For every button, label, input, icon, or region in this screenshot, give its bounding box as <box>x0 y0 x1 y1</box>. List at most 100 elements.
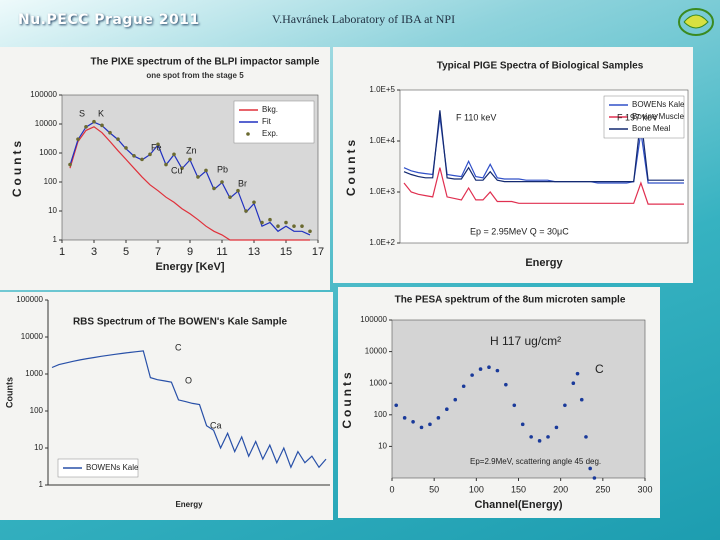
data-point <box>228 195 232 199</box>
data-point <box>308 229 312 234</box>
y-tick-label: 1 <box>53 235 58 244</box>
data-point <box>92 119 96 124</box>
chart-title: Typical PIGE Spectra of Biological Sampl… <box>437 61 644 72</box>
data-point <box>148 152 152 157</box>
chart-panel <box>0 292 333 520</box>
x-tick-label: 1 <box>59 246 65 258</box>
chart-title: The PESA spektrum of the 8um microten sa… <box>395 295 626 306</box>
y-tick-label: 100 <box>44 177 58 186</box>
data-point <box>124 146 128 150</box>
annotation: Br <box>238 178 247 188</box>
data-point <box>495 368 500 373</box>
annotation: F 110 keV <box>456 112 496 122</box>
data-point <box>84 125 88 129</box>
data-point <box>212 186 216 191</box>
annotation: Fe <box>151 142 162 152</box>
data-point <box>411 420 415 424</box>
data-point <box>156 142 160 147</box>
data-point <box>546 435 550 439</box>
x-tick-label: 11 <box>216 246 227 258</box>
annotation: Ca <box>210 420 222 430</box>
data-point <box>284 220 288 225</box>
y-axis-label: Counts <box>10 138 24 197</box>
data-point <box>164 162 168 167</box>
data-point <box>394 403 399 408</box>
data-point <box>132 154 136 158</box>
annotation: C <box>175 342 182 352</box>
data-point <box>571 381 576 386</box>
y-tick-label: 10 <box>34 443 43 452</box>
x-tick-label: 5 <box>123 246 129 258</box>
x-tick-label: 9 <box>187 246 193 258</box>
data-point <box>520 422 525 427</box>
data-point <box>140 157 144 162</box>
legend-label: Fit <box>262 117 272 126</box>
data-point <box>402 416 407 420</box>
data-point <box>180 166 184 170</box>
annotation: F 197 keV <box>617 112 658 122</box>
y-axis-label: Counts <box>344 137 358 196</box>
annotation: C <box>595 362 604 376</box>
annotation: S <box>79 108 85 118</box>
annotation: Ep=2.9MeV, scattering angle 45 deg. <box>470 457 601 466</box>
y-tick-label: 1 <box>39 480 44 489</box>
chart-title: RBS Spectrum of The BOWEN's Kale Sample <box>73 317 288 328</box>
x-tick-label: 3 <box>91 246 97 258</box>
annotation: Ep = 2.95MeV Q = 30μC <box>470 226 569 236</box>
x-axis-label: Channel(Energy) <box>474 499 562 511</box>
y-tick-label: 10 <box>48 206 57 215</box>
data-point <box>504 382 508 387</box>
y-axis-label: Counts <box>340 369 354 428</box>
x-tick-label: 300 <box>637 484 652 494</box>
data-point <box>537 439 542 443</box>
data-point <box>108 130 112 135</box>
data-point <box>236 188 240 193</box>
chart-subtitle: one spot from the stage 5 <box>146 71 244 80</box>
y-axis-label: Counts <box>4 377 14 408</box>
x-tick-label: 0 <box>389 484 394 494</box>
conference-title: Nu.PECC Prague 2011 <box>18 12 200 28</box>
x-tick-label: 200 <box>553 484 568 494</box>
data-point <box>512 403 517 408</box>
data-point <box>300 224 304 228</box>
x-tick-label: 17 <box>312 246 324 258</box>
y-tick-label: 1.0E+5 <box>369 85 395 94</box>
logo <box>678 8 714 36</box>
data-point <box>453 397 458 402</box>
y-tick-label: 1000 <box>39 148 57 157</box>
annotation: H 117 ug/cm² <box>490 334 561 348</box>
data-point <box>268 217 272 222</box>
annotation: Cu <box>171 165 183 175</box>
series-line <box>403 116 684 184</box>
y-tick-label: 10000 <box>21 332 44 341</box>
data-point <box>116 137 120 141</box>
legend-label: BOWENs Kale <box>632 100 685 109</box>
x-tick-label: 150 <box>511 484 526 494</box>
annotation: K <box>98 108 104 118</box>
data-point <box>68 162 72 167</box>
legend-box <box>57 458 139 478</box>
data-point <box>204 168 208 173</box>
data-point <box>470 373 474 377</box>
data-point <box>188 157 192 162</box>
data-point <box>461 384 466 389</box>
legend-label: Bone Meal <box>632 124 670 133</box>
legend-label: Exp. <box>262 129 278 138</box>
data-point <box>260 220 264 225</box>
data-point <box>419 425 424 430</box>
chart-title: The PIXE spectrum of the BLPI impactor s… <box>91 57 320 68</box>
data-point <box>579 397 584 402</box>
data-point <box>592 476 597 480</box>
slide-header: V.Havránek Laboratory of IBA at NPI <box>272 12 456 26</box>
data-point <box>428 422 432 427</box>
data-point <box>445 407 449 412</box>
legend-label: BOWENs Kale <box>86 463 139 472</box>
data-point <box>563 403 567 408</box>
series-line <box>51 350 327 469</box>
series-line <box>403 110 684 183</box>
data-point <box>244 209 248 213</box>
x-tick-label: 50 <box>429 484 439 494</box>
y-tick-label: 100 <box>30 406 44 415</box>
data-point <box>575 371 580 376</box>
